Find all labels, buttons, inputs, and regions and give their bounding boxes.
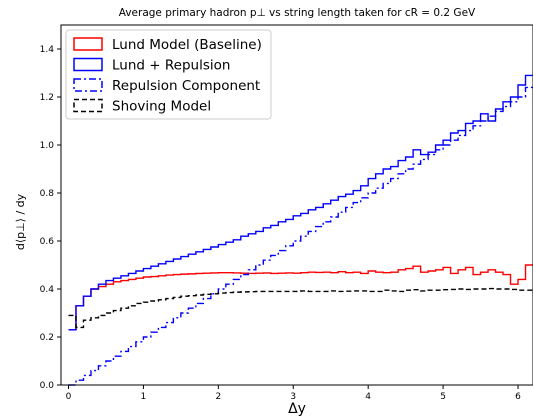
series-layer — [68, 74, 533, 386]
legend: Lund Model (Baseline) Lund + Repulsion Rep… — [65, 29, 272, 120]
chart-title: Average primary hadron p⊥ vs string leng… — [119, 7, 476, 19]
y-tick-label: 1.0 — [40, 141, 55, 151]
legend-label: Lund + Repulsion — [112, 58, 230, 74]
y-tick-label: 1.2 — [40, 93, 54, 103]
y-tick-label: 1.4 — [40, 45, 55, 55]
y-tick-label: 0.4 — [40, 285, 55, 295]
legend-swatch — [73, 57, 103, 72]
legend-label: Repulsion Component — [112, 78, 260, 94]
series-line-3 — [68, 287, 533, 329]
legend-swatch — [73, 98, 103, 113]
series-line-1 — [68, 74, 533, 331]
legend-swatch — [73, 78, 103, 92]
y-axis-label: d⟨p⊥⟩ / dy — [14, 193, 27, 250]
x-tick-label: 1 — [141, 392, 147, 402]
legend-swatch — [73, 37, 103, 51]
legend-label: Lund Model (Baseline) — [112, 37, 262, 53]
series-line-0 — [68, 264, 533, 331]
x-tick-label: 5 — [440, 392, 446, 402]
x-axis-label: Δy — [288, 401, 306, 417]
y-tick-label: 0.0 — [40, 381, 55, 391]
x-tick-label: 4 — [365, 392, 371, 402]
series-line-2 — [68, 86, 533, 386]
x-tick-label: 6 — [515, 392, 521, 402]
y-tick-label: 0.8 — [40, 189, 55, 199]
y-tick-label: 0.2 — [40, 333, 54, 343]
legend-label: Shoving Model — [112, 99, 211, 115]
x-tick-label: 2 — [215, 392, 221, 402]
plot-frame — [60, 24, 533, 386]
y-tick-label: 0.6 — [40, 237, 55, 247]
legend-frame — [65, 29, 272, 120]
x-tick-label: 3 — [290, 392, 296, 402]
x-tick-label: 0 — [66, 392, 72, 402]
axis-ticks: 0 1 2 3 4 5 6 0.0 0.2 0.4 0.6 0.8 1.0 1.2 1.4 — [40, 45, 521, 402]
